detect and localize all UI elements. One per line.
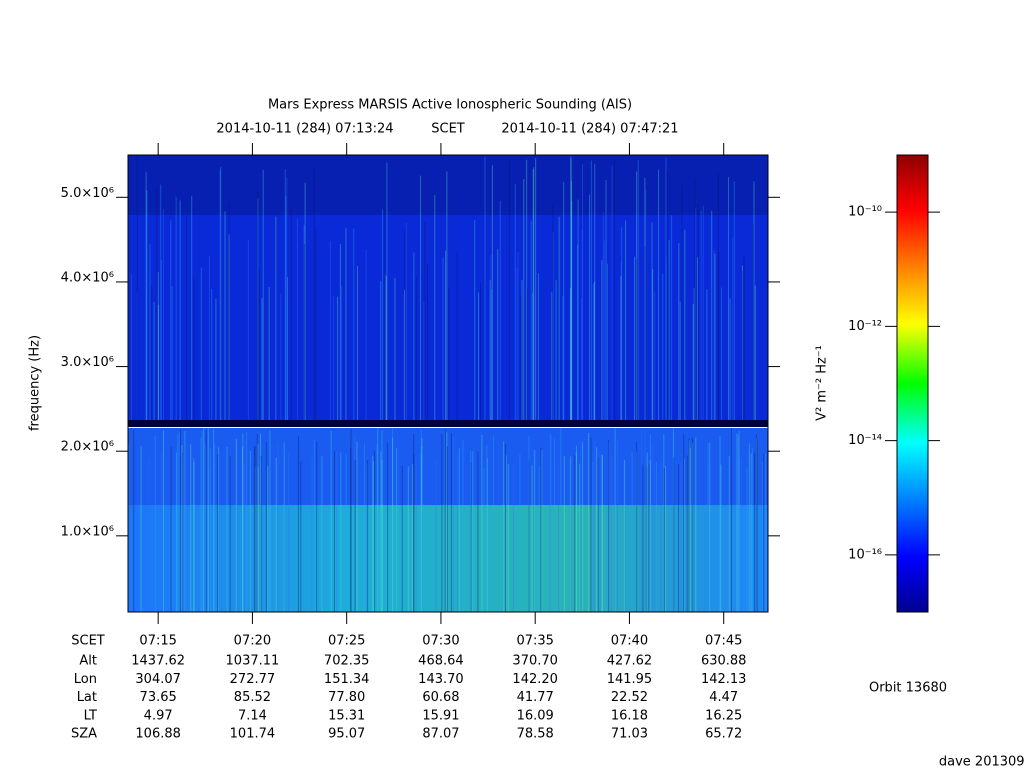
colorbar-tick-label: 10⁻¹⁶ (848, 547, 882, 562)
row-label: Alt (79, 654, 97, 669)
table-cell: 73.65 (140, 690, 177, 705)
table-cell: 370.70 (512, 654, 558, 669)
table-cell: 15.31 (328, 708, 365, 723)
table-cell: 427.62 (607, 654, 653, 669)
table-cell: 95.07 (328, 727, 365, 742)
table-cell: 151.34 (324, 672, 370, 687)
start-time: 2014-10-11 (284) 07:13:24 (216, 122, 393, 137)
table-cell: 15.91 (422, 708, 459, 723)
table-cell: 7.14 (238, 708, 267, 723)
spectrogram-dark-line (128, 420, 768, 427)
time-label: SCET (431, 122, 465, 137)
row-label: Lat (77, 690, 97, 705)
table-cell: 702.35 (324, 654, 370, 669)
table-cell: 101.74 (230, 727, 276, 742)
y-tick-label: 1.0×10⁶ (61, 524, 114, 539)
table-cell: 87.07 (422, 727, 459, 742)
table-cell: 71.03 (611, 727, 648, 742)
table-cell: 1037.11 (226, 654, 280, 669)
plot-frame (127, 154, 769, 613)
x-tick-label: 07:35 (516, 634, 553, 649)
table-cell: 106.88 (135, 727, 181, 742)
colorbar-tick-label: 10⁻¹⁴ (848, 433, 882, 448)
colorbar-tick-label: 10⁻¹² (848, 319, 882, 334)
table-cell: 77.80 (328, 690, 365, 705)
table-cell: 1437.62 (131, 654, 185, 669)
table-cell: 142.20 (512, 672, 558, 687)
y-tick-label: 4.0×10⁶ (61, 270, 114, 285)
table-cell: 4.97 (144, 708, 173, 723)
footer: dave 20130920 (939, 755, 1024, 768)
table-cell: 4.47 (709, 690, 738, 705)
end-time: 2014-10-11 (284) 07:47:21 (501, 122, 678, 137)
spectrogram (127, 155, 768, 612)
table-cell: 16.09 (517, 708, 554, 723)
y-tick-label: 3.0×10⁶ (61, 355, 114, 370)
chart-title: Mars Express MARSIS Active Ionospheric S… (268, 98, 632, 113)
row-label: SZA (71, 727, 97, 742)
x-tick-label: 07:45 (705, 634, 742, 649)
table-cell: 78.58 (517, 727, 554, 742)
row-label: Lon (74, 672, 97, 687)
colorbar-label: V² m⁻² Hz⁻¹ (815, 345, 830, 421)
table-cell: 141.95 (607, 672, 653, 687)
x-tick-label: 07:25 (328, 634, 365, 649)
table-header: SCET (71, 634, 105, 649)
row-label: LT (84, 708, 97, 723)
spectrogram-top (128, 155, 768, 215)
y-tick-label: 5.0×10⁶ (61, 186, 114, 201)
table-cell: 16.18 (611, 708, 648, 723)
table-cell: 85.52 (234, 690, 271, 705)
x-tick-label: 07:40 (611, 634, 648, 649)
table-cell: 22.52 (611, 690, 648, 705)
y-tick-label: 2.0×10⁶ (61, 440, 114, 455)
x-tick-label: 07:30 (422, 634, 459, 649)
orbit: Orbit 13680 (869, 681, 947, 696)
table-cell: 142.13 (701, 672, 747, 687)
table-cell: 143.70 (418, 672, 464, 687)
table-cell: 41.77 (517, 690, 554, 705)
colorbar (896, 154, 929, 613)
table-cell: 65.72 (705, 727, 742, 742)
y-axis-label: frequency (Hz) (28, 335, 43, 431)
table-cell: 304.07 (135, 672, 181, 687)
table-cell: 630.88 (701, 654, 747, 669)
table-cell: 16.25 (705, 708, 742, 723)
spectrogram-low-band (128, 505, 768, 612)
x-tick-label: 07:15 (139, 634, 176, 649)
x-tick-label: 07:20 (234, 634, 271, 649)
table-cell: 60.68 (422, 690, 459, 705)
table-cell: 468.64 (418, 654, 464, 669)
colorbar-tick-label: 10⁻¹⁰ (848, 205, 882, 220)
table-cell: 272.77 (230, 672, 276, 687)
